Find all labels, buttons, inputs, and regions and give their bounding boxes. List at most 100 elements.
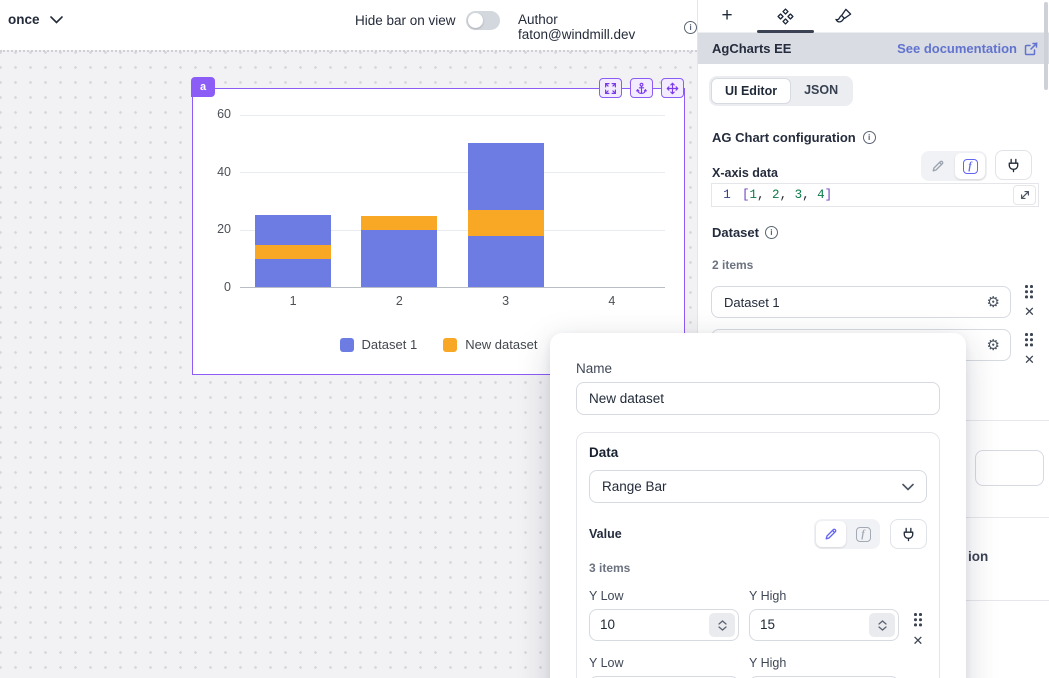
connect-input-button[interactable] xyxy=(995,150,1032,180)
plug-icon xyxy=(903,527,914,541)
legend-item-dataset-1[interactable]: Dataset 1 xyxy=(339,337,418,352)
legend-label: Dataset 1 xyxy=(361,337,418,352)
panel-title: AgCharts EE xyxy=(712,41,792,56)
chevron-down-icon xyxy=(877,625,887,631)
fullscreen-icon xyxy=(605,82,616,94)
pencil-icon xyxy=(825,528,837,540)
panel-tab-bar: + xyxy=(698,0,1049,33)
drag-handle-icon[interactable] xyxy=(1025,285,1033,299)
tab-json[interactable]: JSON xyxy=(804,83,839,97)
component-settings-tab[interactable] xyxy=(772,4,798,28)
see-documentation-link[interactable]: See documentation xyxy=(897,41,1038,56)
chevron-down-icon xyxy=(49,15,63,24)
close-icon[interactable]: ✕ xyxy=(1024,352,1035,367)
y-high-label: Y High xyxy=(749,589,787,603)
value-row-controls: ✕ xyxy=(909,589,927,647)
close-icon[interactable]: ✕ xyxy=(912,633,924,648)
dataset-row-controls: ✕ xyxy=(1024,285,1035,318)
pencil-icon xyxy=(932,160,944,172)
plus-icon: + xyxy=(721,5,733,26)
chevron-down-icon xyxy=(902,483,914,491)
active-tab-underline xyxy=(757,30,814,33)
schedule-label: once xyxy=(8,12,40,27)
expand-editor-button[interactable] xyxy=(1013,185,1036,205)
legend-swatch xyxy=(443,337,458,352)
author-info: Author faton@windmill.dev i xyxy=(518,12,697,42)
occluded-section-label: ion xyxy=(968,549,989,564)
anchor-icon xyxy=(636,82,647,94)
author-label: Author faton@windmill.dev xyxy=(518,12,636,42)
chevron-up-icon xyxy=(717,619,727,625)
number-stepper[interactable] xyxy=(709,613,735,637)
tab-ui-editor[interactable]: UI Editor xyxy=(711,78,792,104)
eval-input-button[interactable]: f xyxy=(955,153,985,179)
value-item-row: Y Low Y High xyxy=(589,656,927,678)
occluded-input[interactable] xyxy=(975,450,1044,486)
legend-swatch xyxy=(339,337,354,352)
dataset-name: Dataset 1 xyxy=(724,294,780,310)
panel-scrollbar[interactable] xyxy=(1044,2,1048,90)
static-input-button[interactable] xyxy=(923,153,953,179)
info-icon[interactable]: i xyxy=(764,226,778,239)
value-count: 3 items xyxy=(589,561,631,575)
chevron-down-icon xyxy=(717,625,727,631)
expand-component-button[interactable] xyxy=(599,78,622,98)
dataset-row[interactable]: Dataset 1 ⚙ xyxy=(711,286,1011,318)
brush-icon xyxy=(834,8,851,23)
chart-legend: Dataset 1 New dataset xyxy=(195,337,682,352)
function-icon: f xyxy=(855,526,871,542)
name-label: Name xyxy=(576,361,613,376)
value-row: Value f xyxy=(589,519,927,549)
hide-bar-toggle[interactable] xyxy=(465,11,500,30)
chevron-up-icon xyxy=(877,619,887,625)
info-icon[interactable]: i xyxy=(862,131,876,144)
static-input-button[interactable] xyxy=(816,521,846,547)
hide-bar-label: Hide bar on view xyxy=(355,13,456,28)
schedule-dropdown[interactable]: once xyxy=(8,12,63,27)
dataset-row-controls: ✕ xyxy=(1024,333,1035,366)
y-low-input[interactable]: 10 xyxy=(589,609,739,641)
value-label: Value xyxy=(589,527,622,541)
drag-handle-icon[interactable] xyxy=(1025,333,1033,347)
gear-icon[interactable]: ⚙ xyxy=(986,336,1000,354)
value-row-controls xyxy=(909,656,927,678)
xaxis-code-editor[interactable]: 1 [1, 2, 3, 4] xyxy=(711,183,1039,207)
dataset-section-title: Dataset i xyxy=(712,225,778,240)
styling-tab[interactable] xyxy=(830,4,856,28)
add-component-tab[interactable]: + xyxy=(714,4,740,28)
drag-handle-icon[interactable] xyxy=(914,613,922,627)
connect-input-button[interactable] xyxy=(890,519,927,549)
app-toolbar: once Hide bar on view Author faton@windm… xyxy=(0,0,697,50)
move-component-button[interactable] xyxy=(661,78,684,98)
xaxis-data-label: X-axis data xyxy=(712,166,779,180)
y-high-label: Y High xyxy=(749,656,787,670)
value-input-mode-pill: f xyxy=(814,519,880,549)
function-icon: f xyxy=(962,158,978,174)
data-label: Data xyxy=(589,445,619,460)
line-number: 1 xyxy=(723,188,731,202)
gear-icon[interactable]: ⚙ xyxy=(986,293,1000,311)
legend-label: New dataset xyxy=(465,337,538,352)
number-stepper[interactable] xyxy=(869,613,895,637)
dataset-name-input[interactable]: New dataset xyxy=(576,382,940,415)
toggle-knob xyxy=(467,13,483,28)
info-icon[interactable]: i xyxy=(684,20,697,34)
data-section: Data Range Bar Value f xyxy=(576,432,940,678)
expand-icon xyxy=(1020,190,1029,200)
eval-input-button[interactable]: f xyxy=(848,521,878,547)
y-low-label: Y Low xyxy=(589,656,624,670)
y-axis-labels: 0 20 40 60 xyxy=(217,107,231,294)
move-icon xyxy=(666,82,679,94)
legend-item-new-dataset[interactable]: New dataset xyxy=(443,337,537,352)
components-icon xyxy=(776,7,794,25)
close-icon[interactable]: ✕ xyxy=(1024,304,1035,319)
anchor-component-button[interactable] xyxy=(630,78,653,98)
chart-type-select[interactable]: Range Bar xyxy=(589,470,927,503)
dataset-settings-modal: Name New dataset Data Range Bar Value f xyxy=(550,333,966,678)
xaxis-input-mode-pill: f xyxy=(921,151,987,181)
y-high-input[interactable]: 15 xyxy=(749,609,899,641)
hide-bar-control: Hide bar on view xyxy=(355,11,500,30)
